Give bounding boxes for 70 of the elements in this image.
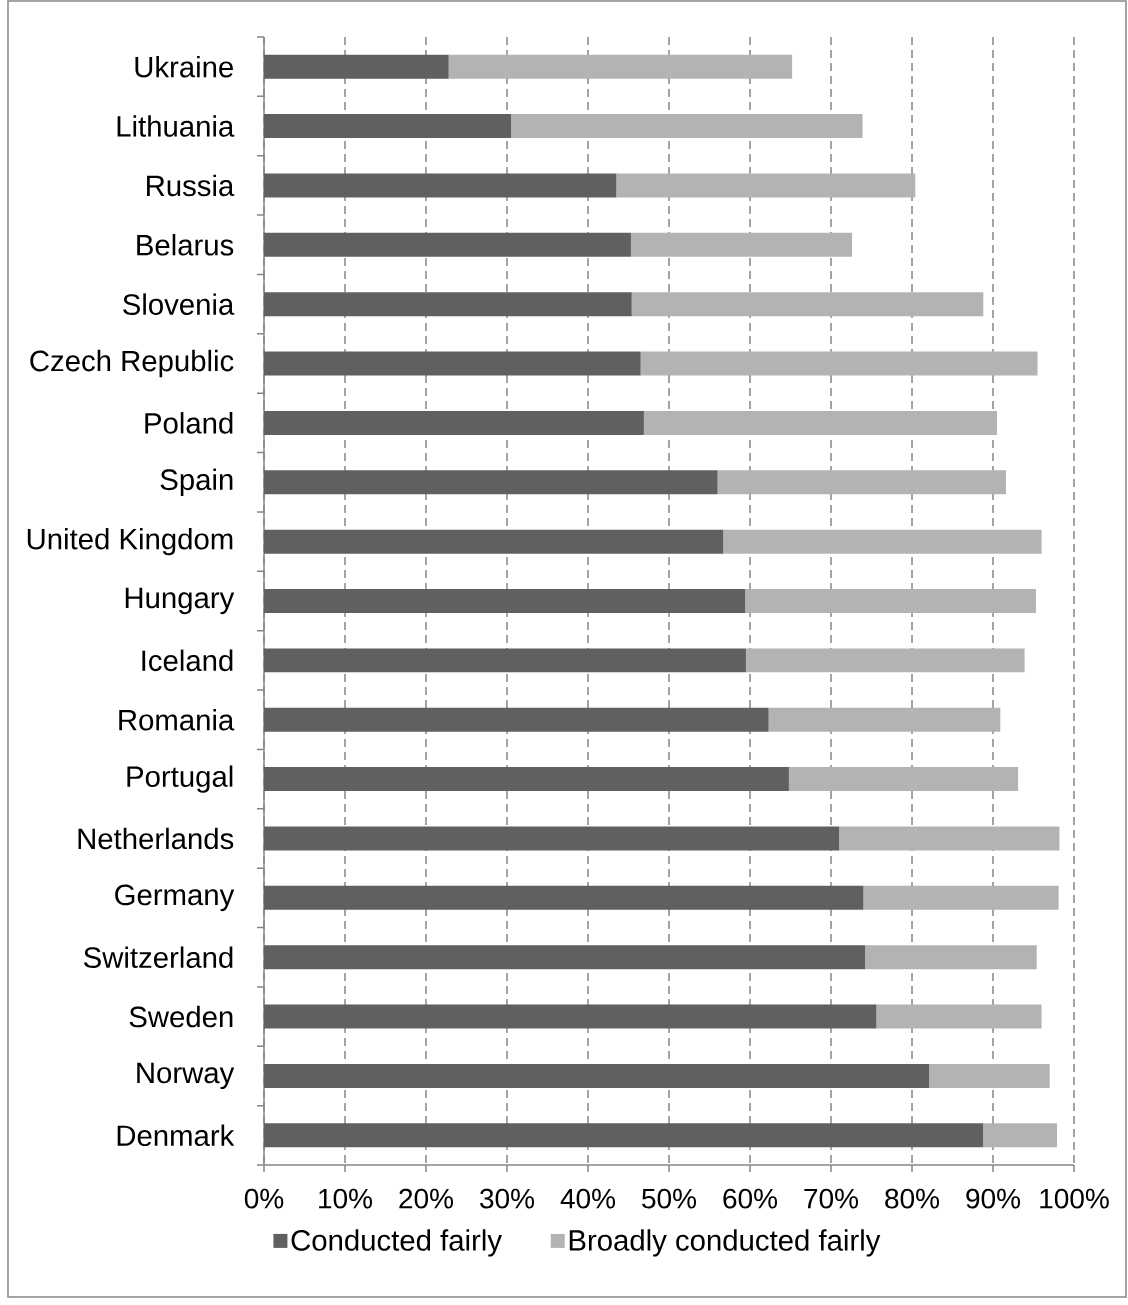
- bar: [717, 470, 1006, 495]
- x-tick-label: 80%: [885, 1188, 940, 1209]
- y-tick-label: Germany: [115, 884, 235, 912]
- bar: [264, 648, 746, 673]
- legend-label: Broadly conducted fairly: [569, 1229, 881, 1257]
- y-tick-label: United Kingdom: [27, 527, 233, 556]
- bar: [264, 351, 641, 376]
- bar: [264, 173, 617, 198]
- y-tick-label: Czech Republic: [30, 349, 234, 378]
- bar: [264, 232, 631, 257]
- y-tick-label: Denmark: [117, 1124, 235, 1147]
- x-tick-label: 90%: [966, 1188, 1021, 1209]
- y-tick-label: Ukraine: [135, 55, 233, 78]
- bar: [264, 114, 512, 139]
- x-tick-label: 70%: [804, 1188, 859, 1209]
- bar: [264, 1063, 930, 1088]
- y-tick-label: Switzerland: [84, 946, 233, 968]
- bar: [264, 1123, 984, 1148]
- y-tick-label: Hungary: [125, 587, 235, 615]
- y-tick-label: Portugal: [127, 765, 233, 793]
- bar: [643, 410, 998, 435]
- bar: [983, 1123, 1057, 1148]
- bar: [863, 885, 1059, 910]
- bar: [631, 292, 984, 317]
- y-tick-label: Sweden: [129, 1005, 233, 1028]
- bar: [723, 529, 1042, 554]
- x-tick-label: 30%: [480, 1188, 535, 1209]
- bar: [865, 945, 1037, 970]
- bar: [630, 232, 853, 257]
- x-tick-label: 40%: [560, 1188, 616, 1209]
- bar: [264, 826, 840, 851]
- y-tick-label: Spain: [160, 468, 233, 496]
- bar: [929, 1063, 1050, 1088]
- y-tick-label: Slovenia: [123, 293, 235, 315]
- y-tick-label: Norway: [137, 1062, 235, 1090]
- bar: [876, 1004, 1042, 1029]
- bar: [745, 589, 1036, 614]
- x-tick-label: 20%: [399, 1188, 454, 1209]
- bar: [264, 885, 864, 910]
- bar: [264, 54, 449, 79]
- y-tick-label: Netherlands: [78, 827, 234, 850]
- bar: [511, 114, 863, 139]
- bar: [788, 767, 1019, 792]
- y-tick-label: Lithuania: [117, 115, 235, 137]
- bar: [264, 410, 644, 435]
- y-tick-label: Russia: [147, 174, 235, 197]
- x-tick-label: 50%: [642, 1188, 697, 1209]
- bar: [264, 292, 632, 317]
- x-tick-label: 10%: [319, 1188, 373, 1209]
- x-tick-label: 0%: [244, 1188, 284, 1209]
- bar: [768, 707, 1001, 732]
- bar: [448, 54, 793, 79]
- y-tick-label: Poland: [145, 412, 233, 434]
- bar: [264, 470, 718, 495]
- bar: [264, 945, 866, 970]
- bar: [640, 351, 1038, 376]
- x-tick-label: 100%: [1040, 1188, 1109, 1209]
- x-tick-label: 60%: [723, 1188, 778, 1209]
- bar: [264, 707, 769, 732]
- bar: [264, 529, 724, 554]
- bar: [264, 767, 789, 792]
- y-tick-label: Romania: [119, 708, 235, 731]
- bar: [745, 648, 1025, 673]
- bar: [264, 1004, 877, 1029]
- legend-label: Conducted fairly: [291, 1229, 502, 1257]
- bar: [264, 589, 746, 614]
- bar: [839, 826, 1060, 851]
- y-tick-label: Belarus: [137, 234, 234, 256]
- y-tick-label: Iceland: [142, 649, 233, 672]
- bar: [616, 173, 916, 198]
